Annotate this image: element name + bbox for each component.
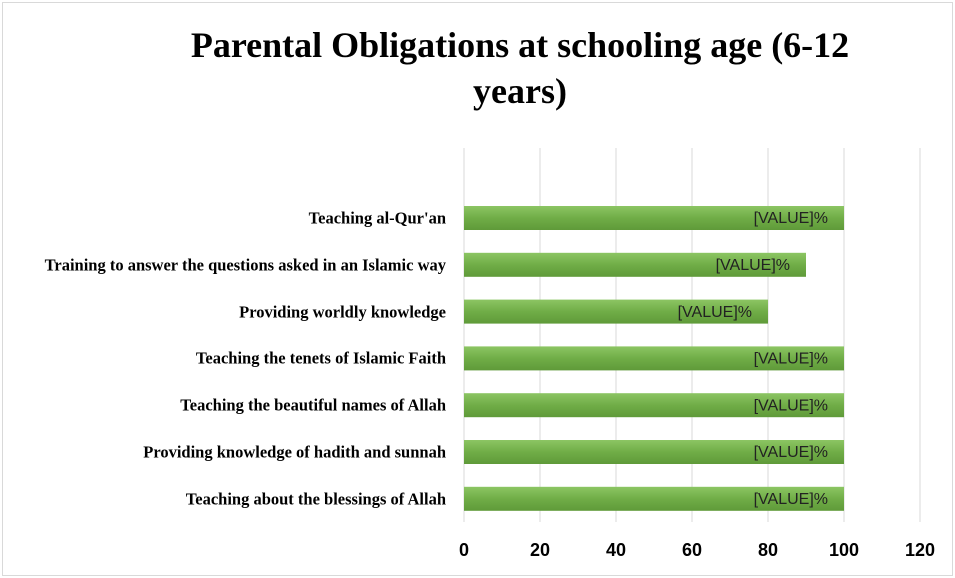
- bar: [464, 206, 844, 230]
- x-tick-label: 20: [530, 540, 550, 560]
- x-tick-label: 0: [459, 540, 469, 560]
- category-label: Providing knowledge of hadith and sunnah: [143, 442, 446, 462]
- bar: [464, 393, 844, 418]
- category-label: Teaching the beautiful names of Allah: [180, 395, 446, 415]
- category-label: Teaching al-Qur'an: [308, 208, 446, 228]
- category-label: Teaching the tenets of Islamic Faith: [195, 348, 446, 368]
- data-label: [VALUE]%: [754, 491, 828, 508]
- x-tick-label: 100: [829, 540, 859, 560]
- data-label: [VALUE]%: [678, 304, 752, 321]
- bar: [464, 440, 844, 464]
- data-label: [VALUE]%: [716, 257, 790, 274]
- bar: [464, 486, 844, 511]
- bar: [464, 346, 844, 371]
- x-tick-label: 120: [905, 540, 935, 560]
- data-label: [VALUE]%: [754, 444, 828, 461]
- x-tick-label: 60: [682, 540, 702, 560]
- category-label: Providing worldly knowledge: [239, 302, 446, 322]
- x-tick-label: 40: [606, 540, 626, 560]
- data-label: [VALUE]%: [754, 210, 828, 227]
- category-label: Teaching about the blessings of Allah: [185, 489, 446, 509]
- data-label: [VALUE]%: [754, 397, 828, 414]
- chart-title: Parental Obligations at schooling age (6…: [190, 25, 850, 111]
- x-tick-label: 80: [758, 540, 778, 560]
- data-label: [VALUE]%: [754, 351, 828, 368]
- category-label: Training to answer the questions asked i…: [44, 255, 446, 275]
- bar: [464, 252, 806, 277]
- bar: [464, 299, 768, 324]
